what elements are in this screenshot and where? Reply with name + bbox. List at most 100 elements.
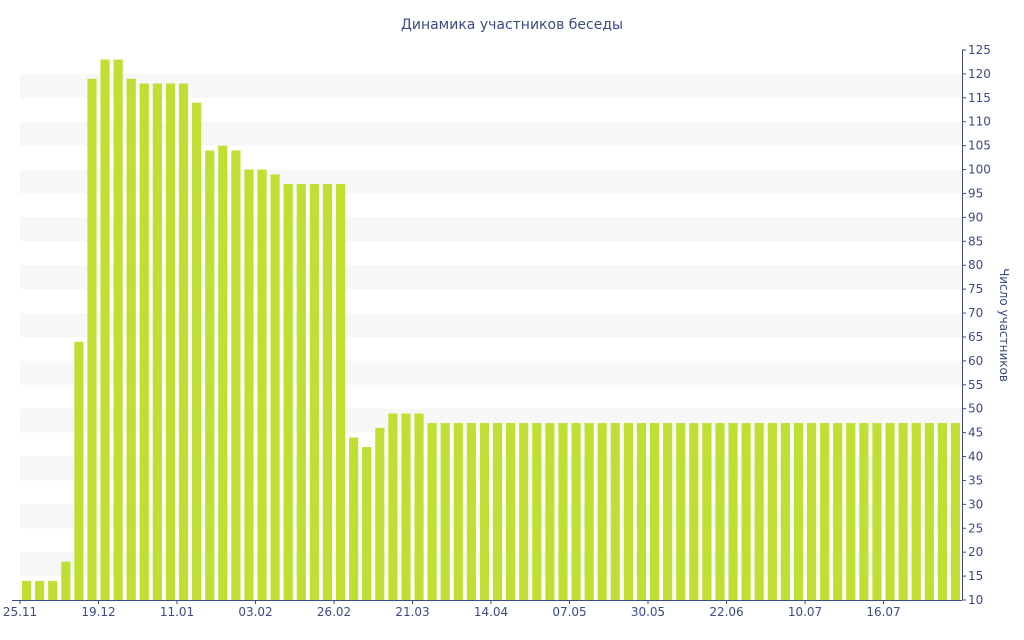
bar	[283, 183, 293, 600]
bar	[806, 423, 817, 600]
bar	[270, 174, 280, 600]
bar	[610, 423, 620, 600]
y-tick-label: 55	[968, 378, 983, 392]
bar	[479, 423, 490, 600]
bar	[741, 423, 751, 600]
grid-band	[20, 504, 962, 529]
grid-band	[20, 552, 962, 577]
x-tick-label: 11.01	[160, 605, 194, 619]
bar	[663, 423, 673, 600]
bar	[21, 580, 32, 600]
bar	[649, 423, 660, 600]
grid-band	[20, 217, 962, 242]
bar	[937, 423, 947, 600]
grid-band	[20, 121, 962, 146]
bar	[48, 580, 58, 600]
y-tick-label: 105	[968, 139, 991, 153]
bar	[100, 59, 110, 600]
x-tick-label: 07.05	[552, 605, 586, 619]
bar	[113, 59, 123, 600]
bar	[545, 423, 555, 600]
y-tick-label: 20	[968, 545, 983, 559]
y-tick-label: 120	[968, 67, 991, 81]
bar	[506, 423, 516, 600]
x-tick-label: 21.03	[395, 605, 429, 619]
y-tick-label: 25	[968, 521, 983, 535]
bar	[257, 169, 267, 600]
bar	[178, 83, 189, 601]
y-tick-label: 80	[968, 258, 983, 272]
bar	[859, 423, 869, 600]
bar	[322, 183, 333, 600]
x-tick-label: 03.02	[238, 605, 272, 619]
bar	[885, 423, 895, 600]
bar	[87, 78, 97, 600]
bar	[61, 561, 71, 600]
bar	[35, 580, 45, 600]
y-tick-label: 60	[968, 354, 983, 368]
x-tick-labels: 25.11 19.12 11.01 03.02 26.02 21.03 14.04 07.05…	[3, 605, 901, 619]
bar	[728, 423, 738, 600]
bar	[492, 423, 503, 600]
y-tick-labels: 10 15 20 25 30 35 40 45 50 55 60 65 70 75 80 85 90 95 100 1…	[968, 43, 991, 607]
bar	[898, 423, 908, 600]
grid-band	[20, 408, 962, 433]
y-tick-label: 35	[968, 473, 983, 487]
bar	[218, 145, 228, 600]
y-tick-label: 10	[968, 593, 983, 607]
bar	[636, 423, 647, 600]
grid-band	[20, 313, 962, 337]
bar	[519, 423, 529, 600]
bar	[780, 423, 790, 600]
y-tick-label: 70	[968, 306, 983, 320]
y-tick-label: 45	[968, 426, 983, 440]
y-tick-label: 110	[968, 115, 991, 129]
bar	[427, 423, 437, 600]
x-tick-label: 26.02	[317, 605, 351, 619]
x-tick-label: 10.07	[788, 605, 822, 619]
bar	[139, 83, 149, 601]
bar	[558, 423, 568, 600]
y-tick-label: 90	[968, 210, 983, 224]
bar	[335, 183, 346, 600]
bar	[244, 169, 254, 600]
x-tick-label: 25.11	[3, 605, 37, 619]
bar	[309, 183, 319, 600]
bar	[192, 102, 202, 601]
bar	[754, 423, 764, 600]
y-tick-label: 115	[968, 91, 991, 105]
bar	[950, 423, 961, 600]
x-tick-label: 22.06	[709, 605, 743, 619]
bar	[820, 423, 830, 600]
bar	[872, 423, 882, 600]
bar	[414, 413, 424, 600]
grid-band	[20, 73, 962, 98]
bar	[924, 423, 934, 600]
y-tick-label: 75	[968, 282, 983, 296]
x-tick-label: 30.05	[631, 605, 665, 619]
bar	[676, 423, 686, 600]
bar	[388, 413, 398, 600]
bar	[453, 423, 463, 600]
y-tick-label: 50	[968, 402, 983, 416]
bar	[911, 423, 921, 600]
bar	[466, 423, 476, 600]
bar	[833, 423, 843, 600]
bar	[362, 446, 372, 600]
grid-band	[20, 456, 962, 481]
y-tick-label: 40	[968, 450, 983, 464]
bar	[401, 413, 411, 600]
y-tick-label: 15	[968, 569, 983, 583]
chart-title: Динамика участников беседы	[401, 17, 623, 33]
bar	[296, 183, 306, 600]
x-tick-label: 14.04	[474, 605, 508, 619]
y-axis-label: Число участников	[997, 268, 1011, 382]
bar	[689, 423, 699, 600]
y-tick-label: 65	[968, 330, 983, 344]
bar	[584, 423, 594, 600]
y-tick-label: 95	[968, 186, 983, 200]
grid-bands	[20, 73, 962, 577]
y-tick-label: 85	[968, 234, 983, 248]
x-tick-label: 19.12	[81, 605, 115, 619]
